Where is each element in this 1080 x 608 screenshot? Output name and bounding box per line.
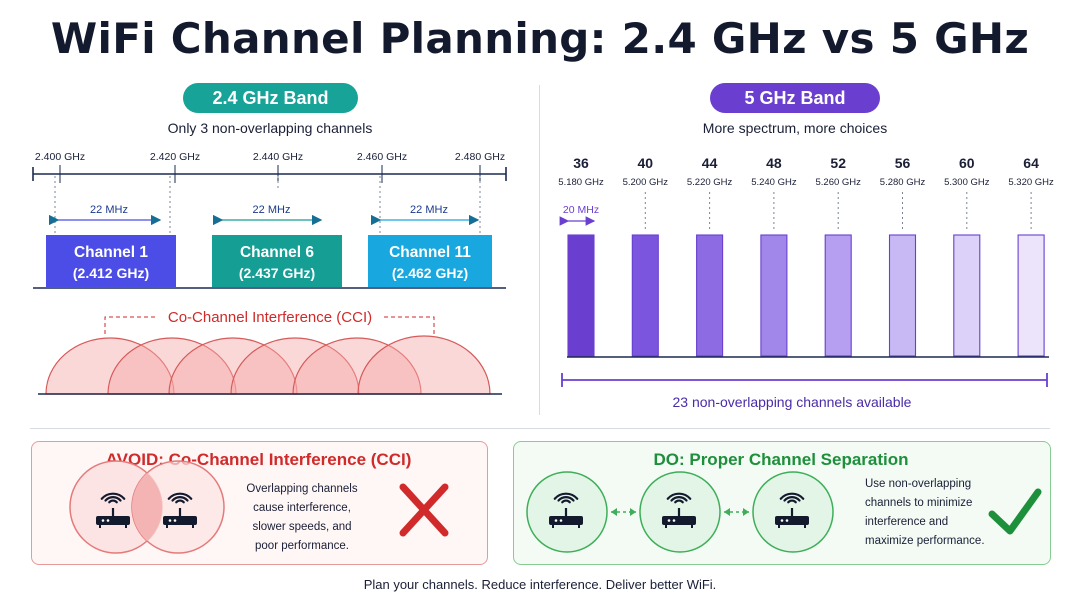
channel-bar (696, 234, 724, 357)
interference-arc (357, 335, 491, 395)
channel-block (46, 235, 176, 287)
channel-name: Channel 6 (240, 244, 314, 261)
do-line: maximize performance. (865, 535, 985, 547)
interference-label: Co-Channel Interference (CCI) (168, 309, 372, 326)
channel-frequency: 5.200 GHz (623, 177, 669, 188)
channel-name: Channel 1 (74, 244, 148, 261)
channel-number: 52 (830, 155, 846, 171)
horizontal-divider (30, 428, 1050, 429)
channel-frequency: 5.300 GHz (944, 177, 990, 188)
channel-frequency: 5.260 GHz (815, 177, 861, 188)
freq-tick-label: 2.400 GHz (35, 151, 85, 163)
page-title: WiFi Channel Planning: 2.4 GHz vs 5 GHz (50, 14, 1030, 63)
freq-tick-label: 2.440 GHz (253, 151, 303, 163)
avoid-line: poor performance. (255, 540, 349, 552)
channel-block (212, 235, 342, 287)
channel-bar (760, 234, 788, 357)
channel-bar (1017, 234, 1045, 357)
interference-arc (107, 337, 237, 395)
footer-tagline: Plan your channels. Reduce interference.… (363, 577, 717, 592)
avoid-description: Overlapping channels cause interference,… (242, 480, 362, 556)
channel-block (368, 235, 492, 287)
width-label: 20 MHz (563, 204, 599, 216)
vertical-divider (539, 85, 540, 415)
avoid-title: AVOID: Co-Channel Interference (CCI) (105, 450, 412, 469)
channel-name: Channel 11 (389, 244, 471, 261)
channel-number: 64 (1023, 155, 1039, 171)
interference-bracket (104, 316, 435, 334)
channel-number: 48 (766, 155, 782, 171)
channel-frequency: (2.412 GHz) (73, 265, 149, 281)
do-line: Use non-overlapping (865, 478, 972, 490)
channel-bar (631, 234, 659, 357)
avoid-line: slower speeds, and (252, 521, 352, 533)
freq-tick-label: 2.480 GHz (455, 151, 505, 163)
channel-frequency: 5.320 GHz (1008, 177, 1054, 188)
freq-tick-label: 2.460 GHz (357, 151, 407, 163)
do-description: Use non-overlapping channels to minimize… (865, 475, 985, 551)
width-label: 22 MHz (410, 204, 448, 216)
channel-bar (888, 234, 917, 357)
channel-number: 56 (895, 155, 911, 171)
channel-number: 36 (573, 155, 589, 171)
channel-frequency: 5.240 GHz (751, 177, 797, 188)
channel-frequency: (2.437 GHz) (239, 265, 315, 281)
channel-number: 44 (702, 155, 718, 171)
channel-bar (953, 234, 981, 357)
channel-number: 40 (638, 155, 654, 171)
channel-frequency: (2.462 GHz) (392, 265, 468, 281)
width-label: 22 MHz (90, 204, 128, 216)
avoid-line: Overlapping channels (246, 483, 358, 495)
channel-frequency: 5.220 GHz (687, 177, 733, 188)
channel-frequency: 5.280 GHz (880, 177, 926, 188)
channel-frequency: 5.180 GHz (558, 177, 604, 188)
interference-arc (168, 337, 298, 395)
interference-arc (45, 337, 175, 395)
freq-tick-label: 2.420 GHz (150, 151, 200, 163)
interference-arc (292, 337, 422, 395)
band-5-subtitle: More spectrum, more choices (702, 120, 888, 136)
band-24-subtitle: Only 3 non-overlapping channels (167, 120, 373, 136)
width-label: 22 MHz (253, 204, 291, 216)
channel-number: 60 (959, 155, 975, 171)
do-line: interference and (865, 516, 949, 528)
band-24-pill: 2.4 GHz Band (183, 83, 358, 113)
range-label: 23 non-overlapping channels available (673, 394, 912, 410)
band-5-pill: 5 GHz Band (710, 83, 880, 113)
channel-bar (567, 234, 595, 357)
avoid-line: cause interference, (253, 502, 351, 514)
channel-bar (824, 234, 852, 357)
band-diagram: 2.400 GHz 2.420 GHz 2.440 GHz 2.460 GHz 2.48… (32, 151, 1054, 410)
interference-arc (230, 337, 360, 395)
do-title: DO: Proper Channel Separation (653, 450, 909, 469)
do-line: channels to minimize (865, 497, 973, 509)
